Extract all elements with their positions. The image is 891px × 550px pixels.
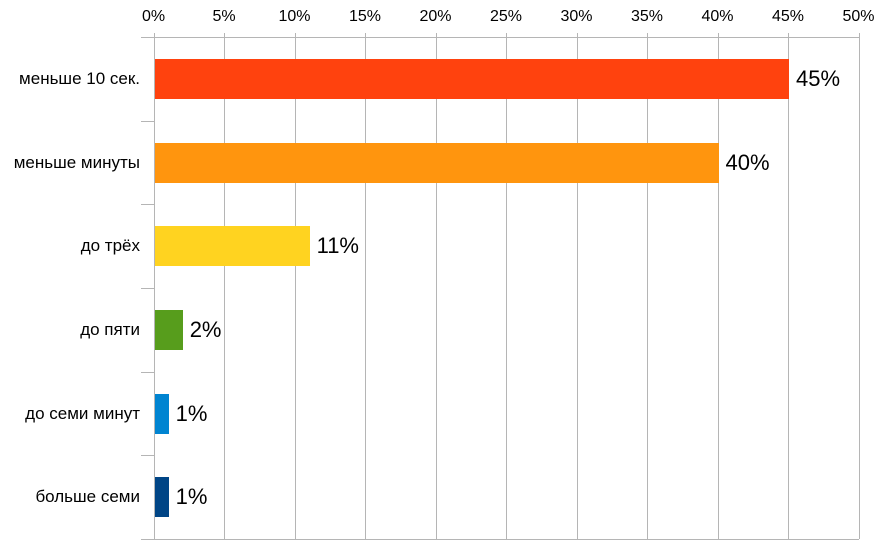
x-axis-tick-label: 5% (212, 8, 236, 25)
x-axis-tick-label: 10% (278, 8, 311, 25)
y-axis-tick (140, 204, 154, 206)
x-axis-tick-label: 25% (489, 8, 523, 25)
category-label: меньше 10 сек. (19, 68, 140, 88)
value-label: 11% (316, 233, 359, 259)
category-label: до пяти (80, 319, 140, 339)
x-axis-tick (647, 33, 648, 46)
category-label: до семи минут (25, 403, 140, 423)
bar (154, 309, 183, 350)
bar (154, 393, 169, 434)
x-axis-tick (506, 33, 507, 46)
x-axis-tick (576, 33, 578, 46)
category-label: меньше минуты (13, 152, 140, 172)
x-gridline (153, 37, 155, 539)
x-gridline (294, 37, 296, 539)
x-axis-tick (224, 33, 225, 46)
value-label: 45% (796, 65, 841, 91)
value-label: 1% (175, 484, 208, 510)
x-axis-tick-label: 30% (560, 8, 593, 25)
bar (154, 226, 310, 267)
x-gridline (788, 37, 789, 539)
x-axis-tick (858, 33, 860, 46)
bar (154, 58, 789, 99)
bar (154, 477, 169, 518)
x-gridline (365, 37, 366, 539)
x-gridline (858, 37, 860, 539)
x-axis-tick-label: 40% (701, 8, 734, 25)
bar (154, 142, 719, 183)
category-label: больше семи (35, 487, 140, 507)
x-axis-tick-label: 50% (842, 8, 875, 25)
value-label: 2% (189, 316, 222, 342)
y-axis-tick (140, 455, 154, 457)
x-axis-tick (153, 33, 155, 46)
x-gridline (647, 37, 648, 539)
y-axis-tick (140, 371, 154, 373)
x-axis-tick-label: 15% (348, 8, 382, 25)
x-axis-tick-label: 0% (141, 8, 166, 25)
x-gridline (224, 37, 225, 539)
x-gridline (435, 37, 437, 539)
plot-top-border (140, 37, 859, 38)
x-axis-tick (365, 33, 366, 46)
value-label: 1% (175, 400, 208, 426)
x-axis-tick-label: 45% (771, 8, 805, 25)
x-axis-tick-label: 35% (630, 8, 664, 25)
x-axis-tick (788, 33, 789, 46)
x-gridline (717, 37, 719, 539)
x-gridline (506, 37, 507, 539)
x-gridline (576, 37, 578, 539)
y-axis-tick (140, 120, 154, 122)
value-label: 40% (725, 149, 770, 175)
x-axis-tick (435, 33, 437, 46)
y-axis-tick (140, 288, 154, 289)
category-label: до трёх (80, 236, 140, 256)
x-axis-tick (717, 33, 719, 46)
x-axis-tick (294, 33, 296, 46)
x-axis-tick-label: 20% (419, 8, 452, 25)
plot-bottom-border (140, 539, 859, 540)
